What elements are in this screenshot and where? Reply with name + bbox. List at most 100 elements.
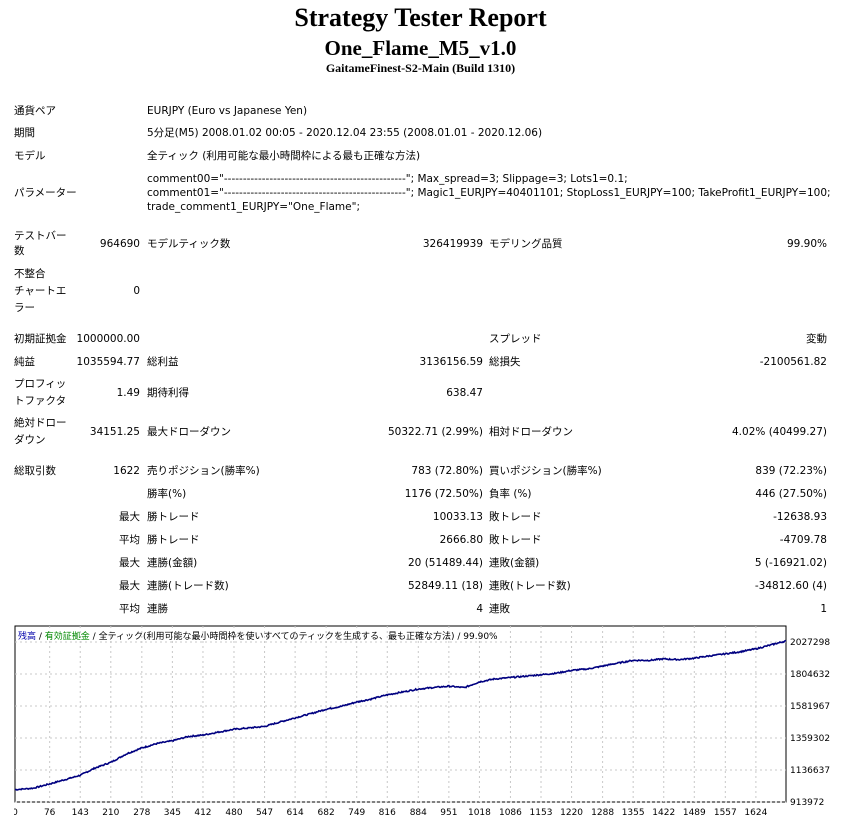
max-word: 最大 — [119, 557, 140, 569]
params-value: comment00="-----------------------------… — [147, 172, 831, 214]
quality-value: 99.90% — [786, 238, 827, 250]
legend-equity: 有効証拠金 — [44, 632, 90, 642]
payoff-value: 638.47 — [446, 387, 483, 399]
x-tick-label: 0 — [14, 808, 18, 818]
trades-value: 1622 — [113, 465, 140, 477]
report-title: Strategy Tester Report — [294, 3, 547, 32]
legend-quality: 99.90% — [463, 632, 498, 642]
rel-dd-value: 4.02% (40499.27) — [732, 426, 827, 438]
avg-consec-win-value: 4 — [476, 603, 483, 615]
gross-loss-value: -2100561.82 — [759, 356, 827, 368]
y-tick-label: 1359302 — [790, 734, 830, 744]
x-tick-label: 682 — [318, 808, 335, 818]
rel-dd-label: 相対ドローダウン — [489, 426, 573, 438]
x-tick-label: 1489 — [683, 808, 706, 818]
x-tick-label: 278 — [133, 808, 150, 818]
abs-dd-value: 34151.25 — [89, 426, 140, 438]
chart-legend: 残高 / 有効証拠金 / 全ティック(利用可能な最小時間枠を使いすべてのティック… — [18, 629, 498, 642]
y-tick-label: 2027298 — [790, 638, 830, 648]
net-label: 純益 — [14, 356, 35, 368]
pf-value: 1.49 — [116, 387, 140, 399]
quality-label: モデリング品質 — [489, 238, 563, 250]
x-tick-label: 547 — [256, 808, 273, 818]
balance-line — [14, 639, 787, 791]
pf-label-2: トファクタ — [14, 395, 67, 407]
consec-win-money-value: 20 (51489.44) — [408, 557, 483, 569]
bars-label: テストバー — [14, 230, 67, 242]
legend-separator: / — [36, 632, 45, 642]
y-tick-label: 913972 — [790, 798, 824, 808]
max-win-value: 10033.13 — [432, 511, 483, 523]
legend-model: 全ティック(利用可能な最小時間枠を使いすべてのティックを生成する、最も正確な方法… — [98, 632, 455, 642]
x-tick-label: 1355 — [622, 808, 645, 818]
max-dd-value: 50322.71 (2.99%) — [388, 426, 483, 438]
plot-frame — [14, 625, 787, 803]
x-tick-label: 1557 — [714, 808, 737, 818]
max-word: 最大 — [119, 580, 140, 592]
x-tick-label: 1624 — [744, 808, 767, 818]
period-value: 5分足(M5) 2008.01.02 00:05 - 2020.12.04 23… — [147, 127, 543, 139]
x-tick-label: 1288 — [591, 808, 614, 818]
long-label: 買いポジション(勝率%) — [489, 465, 602, 477]
x-tick-label: 345 — [164, 808, 181, 818]
net-value: 1035594.77 — [76, 356, 140, 368]
deposit-label: 初期証拠金 — [14, 333, 67, 345]
x-tick-label: 76 — [44, 808, 56, 818]
x-tick-label: 1422 — [652, 808, 675, 818]
x-tick-label: 884 — [410, 808, 427, 818]
gross-profit-value: 3136156.59 — [419, 356, 483, 368]
x-tick-label: 1153 — [530, 808, 553, 818]
x-tick-label: 614 — [287, 808, 304, 818]
x-tick-label: 480 — [225, 808, 242, 818]
win-rate-value: 1176 (72.50%) — [404, 488, 483, 500]
deposit-value: 1000000.00 — [76, 333, 140, 345]
legend-separator: / — [89, 632, 99, 642]
legend-balance: 残高 — [18, 632, 37, 642]
x-tick-label: 749 — [348, 808, 365, 818]
bars-value: 964690 — [99, 238, 140, 250]
avg-loss-label: 敗トレード — [489, 534, 542, 546]
period-label: 期間 — [14, 127, 35, 139]
x-tick-label: 1018 — [468, 808, 491, 818]
x-tick-label: 816 — [379, 808, 396, 818]
short-value: 783 (72.80%) — [411, 465, 483, 477]
x-tick-label: 143 — [72, 808, 89, 818]
pf-label: プロフィッ — [14, 378, 67, 390]
consec-win-trades-value: 52849.11 (18) — [408, 580, 483, 592]
spread-value: 変動 — [806, 333, 827, 345]
x-tick-label: 1220 — [560, 808, 583, 818]
gross-profit-label: 総利益 — [147, 356, 179, 368]
params-label: パラメーター — [14, 187, 77, 199]
consec-loss-money-label: 連敗(金額) — [489, 557, 540, 569]
loss-rate-label: 負率 (%) — [489, 488, 532, 500]
server-name: GaitameFinest-S2-Main (Build 1310) — [325, 61, 516, 75]
avg-word: 平均 — [119, 534, 140, 546]
legend-separator: / — [454, 632, 464, 642]
short-label: 売りポジション(勝率%) — [147, 465, 260, 477]
y-tick-label: 1136637 — [790, 766, 830, 776]
x-tick-label: 951 — [440, 808, 457, 818]
mismatch-label-2: チャートエ — [14, 285, 67, 297]
win-rate-label: 勝率(%) — [147, 488, 187, 500]
y-tick-label: 1581967 — [790, 702, 830, 712]
model-label: モデル — [14, 150, 46, 162]
avg-consec-loss-label: 連敗 — [489, 603, 510, 615]
symbol-value: EURJPY (Euro vs Japanese Yen) — [147, 105, 308, 117]
max-win-label: 勝トレード — [147, 511, 200, 523]
balance-chart: 0 76 143 210 278 345 412 480 547 614 682 749 816 884 9… — [14, 625, 830, 818]
payoff-label: 期待利得 — [147, 387, 189, 399]
avg-win-value: 2666.80 — [439, 534, 483, 546]
ticks-label: モデルティック数 — [147, 238, 231, 250]
x-tick-label: 1086 — [499, 808, 522, 818]
avg-consec-win-label: 連勝 — [147, 603, 168, 615]
symbol-label: 通貨ペア — [14, 105, 56, 117]
consec-loss-trades-value: -34812.60 (4) — [754, 580, 827, 592]
y-tick-label: 1804632 — [790, 670, 830, 680]
mismatch-value: 0 — [133, 285, 140, 297]
consec-loss-trades-label: 連敗(トレード数) — [489, 580, 571, 592]
spread-label: スプレッド — [489, 333, 542, 345]
max-dd-label: 最大ドローダウン — [147, 426, 231, 438]
loss-rate-value: 446 (27.50%) — [755, 488, 827, 500]
avg-word: 平均 — [119, 603, 140, 615]
x-tick-label: 210 — [102, 808, 119, 818]
